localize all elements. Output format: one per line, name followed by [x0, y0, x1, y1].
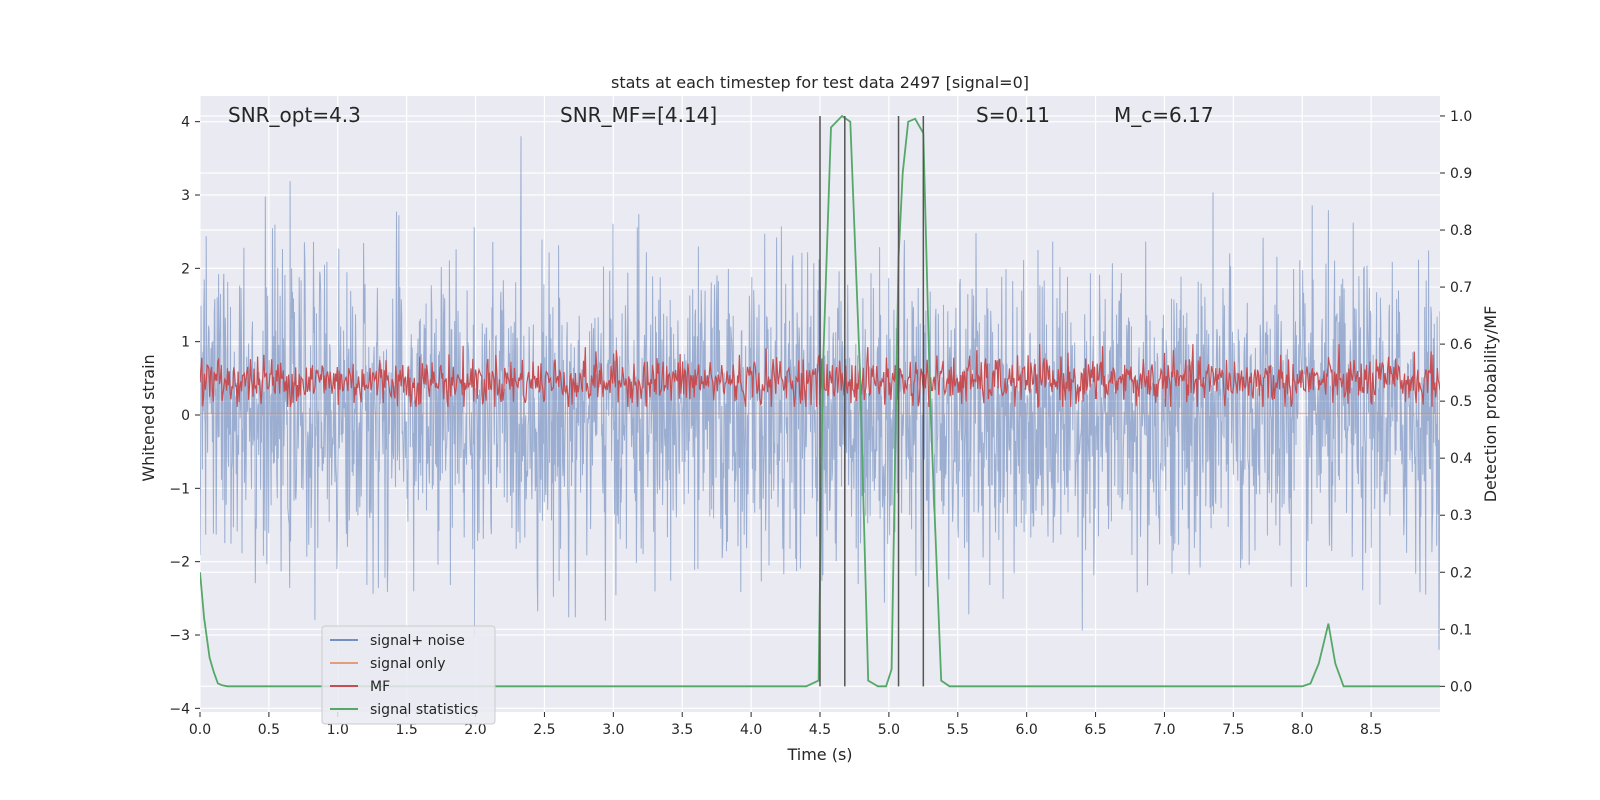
annotations: SNR_opt=4.3 SNR_MF=[4.14] S=0.11 M_c=6.17 [228, 103, 1214, 127]
y-right-tick-label: 0.6 [1450, 337, 1472, 353]
x-tick-label: 8.0 [1291, 722, 1313, 738]
y-left-tick-label: −3 [169, 628, 190, 644]
y-axis-left-label: Whitened strain [139, 354, 158, 481]
y-right-tick-label: 0.5 [1450, 394, 1472, 410]
x-tick-label: 1.5 [396, 722, 418, 738]
annotation-snr_opt: SNR_opt=4.3 [228, 103, 361, 127]
ticks: 0.0 0.5 1.0 1.5 2.0 2.5 3.0 3.5 4.0 4.5 5.0 5.5 6.0 6… [169, 109, 1472, 738]
x-tick-label: 3.5 [671, 722, 693, 738]
y-left-tick-label: 0 [181, 408, 190, 424]
y-right-tick-label: 0.7 [1450, 280, 1472, 296]
x-tick-label: 6.0 [1016, 722, 1038, 738]
y-axis-right-label: Detection probability/MF [1481, 306, 1500, 503]
x-tick-label: 5.5 [947, 722, 969, 738]
y-right-tick-label: 0.1 [1450, 622, 1472, 638]
y-left-tick-label: −2 [169, 555, 190, 571]
legend-label: signal statistics [370, 702, 478, 718]
x-tick-label: 4.0 [740, 722, 762, 738]
y-left-tick-label: 2 [181, 261, 190, 277]
x-tick-label: 0.5 [258, 722, 280, 738]
x-tick-label: 7.5 [1222, 722, 1244, 738]
legend: signal+ noise signal only MF signal statist… [321, 625, 496, 725]
y-right-tick-label: 0.9 [1450, 166, 1472, 182]
legend-label: signal only [370, 656, 445, 672]
y-left-tick-label: −1 [169, 481, 190, 497]
y-right-tick-label: 0.3 [1450, 508, 1472, 524]
x-tick-label: 5.0 [878, 722, 900, 738]
x-tick-label: 7.0 [1153, 722, 1175, 738]
y-left-tick-label: −4 [169, 701, 190, 717]
x-axis-label: Time (s) [786, 745, 852, 764]
x-tick-label: 0.0 [189, 722, 211, 738]
y-right-tick-label: 0.0 [1450, 679, 1472, 695]
y-left-tick-label: 1 [181, 335, 190, 351]
x-tick-label: 1.0 [327, 722, 349, 738]
plot-area [200, 114, 1440, 688]
y-right-tick-label: 1.0 [1450, 109, 1472, 125]
annotation-snr_mf: SNR_MF=[4.14] [560, 103, 717, 127]
x-tick-label: 4.5 [809, 722, 831, 738]
legend-box [321, 625, 496, 725]
legend-label: signal+ noise [370, 633, 465, 649]
y-right-tick-label: 0.8 [1450, 223, 1472, 239]
annotation-s: S=0.11 [976, 103, 1050, 127]
legend-label: MF [370, 679, 390, 695]
y-left-tick-label: 4 [181, 115, 190, 131]
x-tick-label: 2.0 [464, 722, 486, 738]
x-tick-label: 2.5 [533, 722, 555, 738]
y-left-tick-label: 3 [181, 188, 190, 204]
y-right-tick-label: 0.4 [1450, 451, 1472, 467]
x-tick-label: 8.5 [1360, 722, 1382, 738]
chart-title: stats at each timestep for test data 249… [611, 73, 1029, 92]
x-tick-label: 6.5 [1084, 722, 1106, 738]
y-right-tick-label: 0.2 [1450, 565, 1472, 581]
annotation-mc: M_c=6.17 [1114, 103, 1214, 127]
x-tick-label: 3.0 [602, 722, 624, 738]
